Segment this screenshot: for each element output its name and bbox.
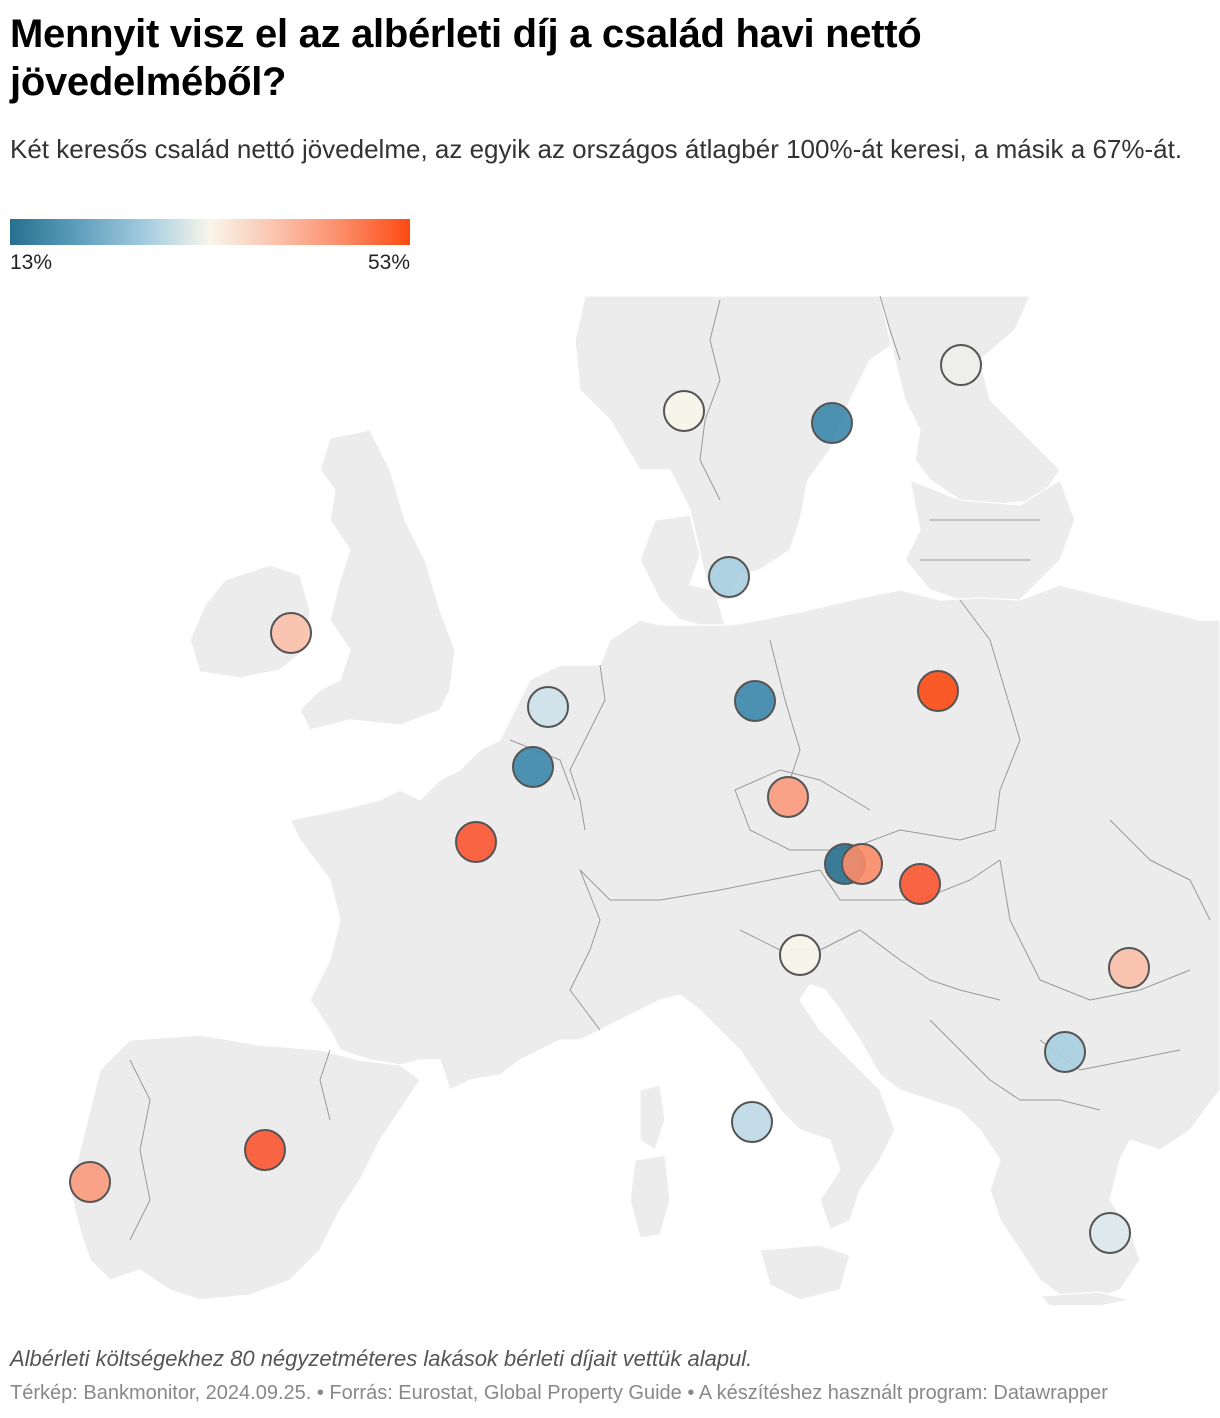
credits-footer: Térkép: Bankmonitor, 2024.09.25. • Forrá… (10, 1382, 1108, 1404)
marker-layer (69, 344, 1150, 1254)
marker-norway[interactable] (663, 390, 705, 432)
chart-subtitle: Két keresős család nettó jövedelme, az e… (10, 134, 1183, 164)
legend-min-label: 13% (10, 251, 53, 274)
sicily-shape (759, 1244, 851, 1301)
marker-france[interactable] (455, 821, 497, 863)
chart-title: Mennyit visz el az albérleti díj a csalá… (10, 12, 922, 104)
marker-netherlands[interactable] (527, 686, 569, 728)
marker-poland[interactable] (917, 670, 959, 712)
scandinavia-shape (574, 295, 901, 601)
marker-portugal[interactable] (69, 1161, 111, 1203)
sardinia-shape (629, 1154, 671, 1239)
marker-spain[interactable] (244, 1129, 286, 1171)
marker-finland[interactable] (940, 344, 982, 386)
marker-ireland[interactable] (270, 612, 312, 654)
marker-bulgaria[interactable] (1044, 1031, 1086, 1073)
baltics-shape (904, 479, 1076, 601)
marker-czechia[interactable] (767, 776, 809, 818)
corsica-shape (639, 1084, 666, 1151)
land-layer (69, 295, 1220, 1307)
europe-map (69, 295, 1220, 1307)
marker-slovenia[interactable] (779, 934, 821, 976)
marker-slovakia[interactable] (841, 843, 883, 885)
legend-max-label: 53% (367, 251, 410, 274)
marker-italy[interactable] (731, 1101, 773, 1143)
iberia-shape (69, 1034, 421, 1301)
color-legend: 13% 53% (10, 219, 410, 275)
marker-greece[interactable] (1089, 1212, 1131, 1254)
great-britain-shape (299, 429, 456, 731)
marker-belgium[interactable] (512, 746, 554, 788)
finland-shape (879, 295, 1061, 506)
marker-hungary[interactable] (899, 863, 941, 905)
legend-gradient-bar (10, 219, 410, 245)
marker-denmark[interactable] (708, 556, 750, 598)
marker-germany[interactable] (734, 680, 776, 722)
marker-sweden[interactable] (811, 402, 853, 444)
methodology-note: Albérleti költségekhez 80 négyzetméteres… (10, 1346, 753, 1371)
marker-romania[interactable] (1108, 947, 1150, 989)
crete-shape (1039, 1291, 1131, 1307)
